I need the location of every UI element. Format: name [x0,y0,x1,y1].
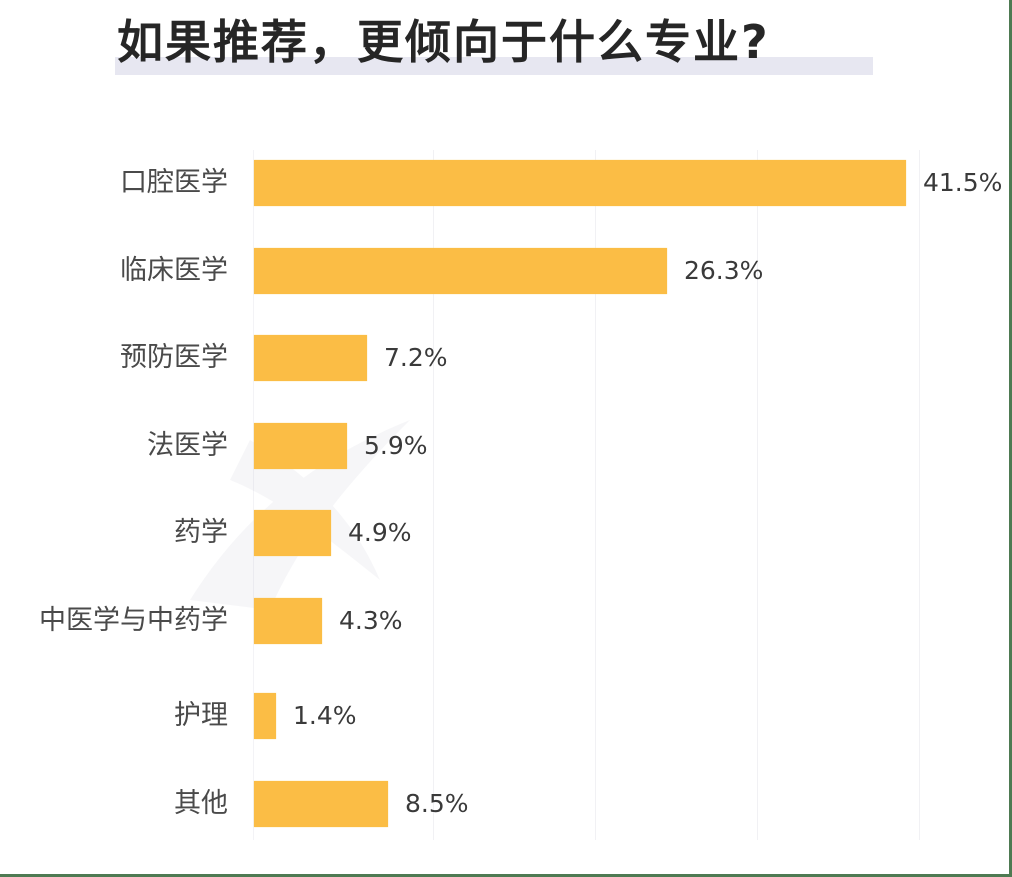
value-label: 4.9% [348,518,412,547]
value-label: 26.3% [684,256,764,285]
value-label: 7.2% [384,343,448,372]
bar-row: 临床医学 26.3% [0,248,1012,294]
bar-row: 药学 4.9% [0,510,1012,556]
image-frame-bottom [0,874,1012,877]
gridline [595,150,596,840]
bar-row: 法医学 5.9% [0,423,1012,469]
bar [254,423,347,469]
bar-row: 预防医学 7.2% [0,335,1012,381]
bar-row: 中医学与中药学 4.3% [0,598,1012,644]
chart-title: 如果推荐，更倾向于什么专业? [117,15,770,69]
value-label: 41.5% [923,168,1003,197]
category-label: 临床医学 [120,255,228,286]
bar [254,160,906,206]
value-label: 8.5% [405,789,469,818]
image-frame-right [1009,0,1012,877]
bar [254,781,388,827]
bar-row: 其他 8.5% [0,781,1012,827]
category-label: 中医学与中药学 [39,605,228,636]
chart-title-block: 如果推荐，更倾向于什么专业? [115,6,875,78]
value-label: 4.3% [339,606,403,635]
bar-row: 护理 1.4% [0,693,1012,739]
category-label: 预防医学 [120,342,228,373]
bar [254,510,331,556]
category-label: 法医学 [147,430,228,461]
gridline [433,150,434,840]
value-label: 5.9% [364,431,428,460]
gridline [757,150,758,840]
title-highlight [115,57,873,75]
category-label: 其他 [174,788,228,819]
value-label: 1.4% [293,701,357,730]
bar-row: 口腔医学 41.5% [0,160,1012,206]
category-label: 药学 [174,517,228,548]
bar [254,598,322,644]
y-axis-line [253,150,254,840]
bar [254,693,276,739]
bar [254,248,667,294]
bar [254,335,367,381]
category-label: 护理 [174,700,228,731]
gridline [919,150,920,840]
category-label: 口腔医学 [120,167,228,198]
